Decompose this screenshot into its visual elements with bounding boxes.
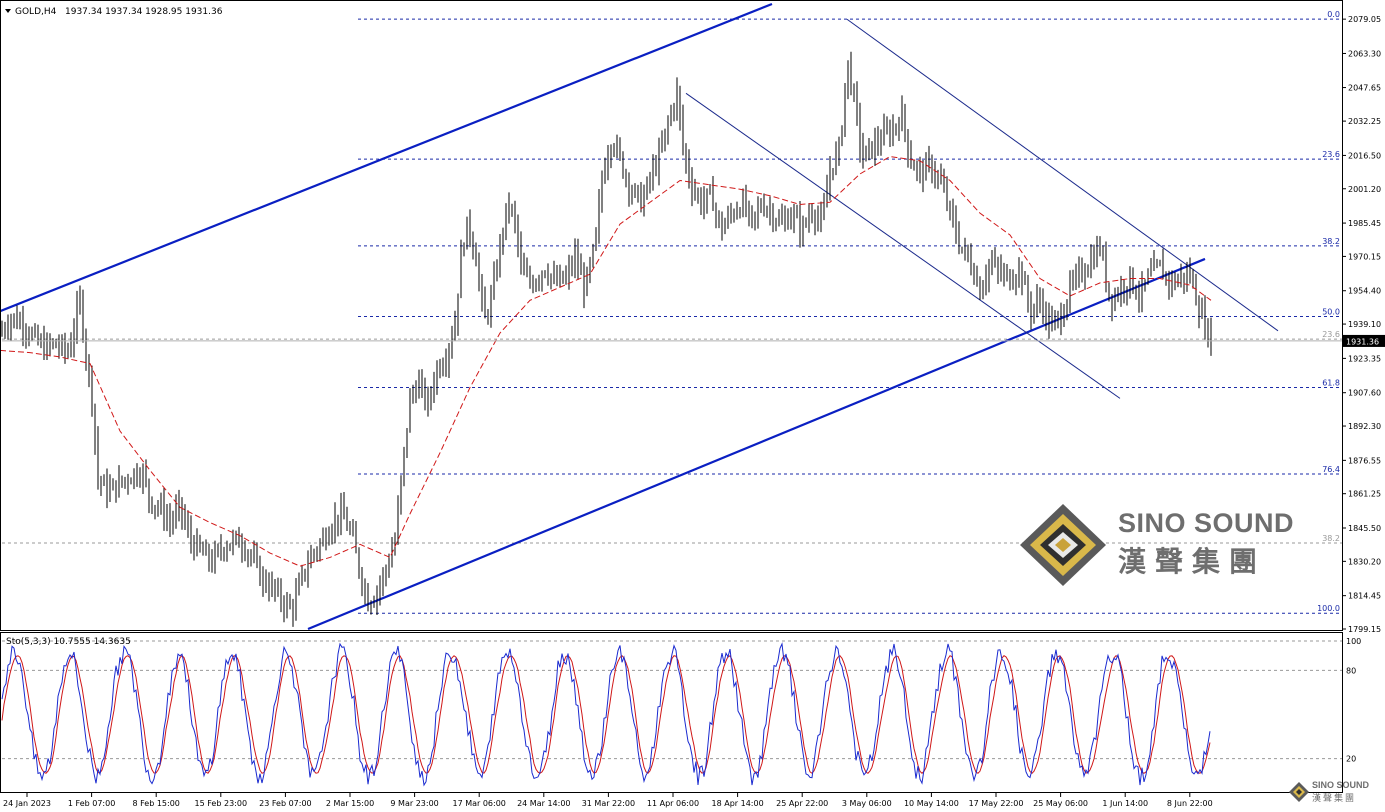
time-label: 25 May 06:00 [1033, 799, 1088, 808]
stoch-signal-line [1, 655, 1211, 774]
price-label: 1907.60 [1348, 389, 1381, 398]
price-label: 2079.05 [1348, 15, 1381, 24]
fib-level-label: 0.0 [1327, 10, 1340, 19]
ma-line [0, 155, 1212, 567]
price-label: 1892.30 [1348, 422, 1381, 431]
fib-level-label: 76.4 [1322, 465, 1340, 474]
current-price-value: 1931.36 [1346, 337, 1379, 346]
time-label: 17 May 22:00 [969, 799, 1024, 808]
fib-level-label: 23.6 [1322, 150, 1340, 159]
price-label: 1876.55 [1348, 456, 1381, 465]
fib-level-label: 100.0 [1317, 604, 1340, 613]
price-label: 1814.45 [1348, 592, 1381, 601]
price-label: 1830.20 [1348, 557, 1381, 566]
fib-secondary-label: 38.2 [1322, 534, 1340, 543]
symbol-label: GOLD,H4 [15, 7, 57, 17]
fibonacci-levels: 0.0 23.6 38.2 50.0 61.8 76.4 100.0 23.6 38.2 [2, 10, 1342, 614]
diamond-logo-icon [1020, 504, 1106, 586]
time-label: 1 Feb 07:00 [68, 799, 115, 808]
time-label: 24 Mar 14:00 [517, 799, 570, 808]
time-label: 18 Apr 14:00 [712, 799, 764, 808]
time-label: 1 Jun 14:00 [1102, 799, 1148, 808]
price-label: 1939.10 [1348, 320, 1381, 329]
price-label: 1923.35 [1348, 354, 1381, 363]
price-label: 1985.45 [1348, 219, 1381, 228]
time-label: 11 Apr 06:00 [647, 799, 699, 808]
moving-average [0, 155, 1212, 567]
price-candles [1, 51, 1212, 627]
time-label: 3 May 06:00 [842, 799, 892, 808]
stoch-level-label: 100 [1346, 637, 1361, 646]
watermark-name-zh: 漢聲集團 [1118, 545, 1267, 578]
channel-thin-line-1 [685, 92, 1121, 399]
collapse-triangle-icon[interactable] [5, 9, 11, 13]
price-label: 2032.25 [1348, 117, 1381, 126]
watermark-mini-name-en: SINO SOUND [1312, 780, 1370, 790]
current-price-tag [1343, 334, 1385, 347]
stochastic-oscillator: 100 80 20 [1, 637, 1361, 787]
ohlc-label: 1937.34 1937.34 1928.95 1931.36 [65, 7, 223, 17]
fib-level-label: 61.8 [1322, 378, 1340, 387]
header: GOLD,H4 1937.34 1937.34 1928.95 1931.36 … [5, 7, 223, 647]
price-label: 2047.65 [1348, 84, 1381, 93]
time-label: 31 Mar 22:00 [582, 799, 635, 808]
time-label: 15 Feb 23:00 [195, 799, 247, 808]
time-label: 17 Mar 06:00 [452, 799, 505, 808]
watermark-logo: SINO SOUND 漢聲集團 [1018, 502, 1308, 588]
channel-upper-line [0, 2, 773, 313]
fib-secondary-label: 23.6 [1322, 330, 1340, 339]
watermark-mini-logo: SINO SOUND 漢聲集團 [1286, 777, 1385, 807]
price-label: 2001.20 [1348, 185, 1381, 194]
price-label: 1861.25 [1348, 490, 1381, 499]
price-label: 2016.50 [1348, 151, 1381, 160]
time-label: 23 Feb 07:00 [259, 799, 311, 808]
time-label: 2 Mar 15:00 [326, 799, 374, 808]
price-label: 1799.15 [1348, 625, 1381, 634]
mini-diamond-icon [1289, 782, 1309, 802]
price-label: 1845.50 [1348, 524, 1381, 533]
channel-thin-line-2 [846, 18, 1279, 332]
fib-level-label: 50.0 [1322, 307, 1340, 316]
price-label: 1970.15 [1348, 252, 1381, 261]
stoch-level-label: 80 [1346, 666, 1356, 675]
fib-level-label: 38.2 [1322, 237, 1340, 246]
time-label: 24 Jan 2023 [3, 799, 51, 808]
stoch-label: Sto(5,3,3) 10.7555 14.3635 [6, 637, 131, 647]
time-label: 9 Mar 23:00 [390, 799, 438, 808]
time-label: 8 Feb 15:00 [132, 799, 179, 808]
watermark-mini-name-zh: 漢聲集團 [1312, 794, 1357, 804]
time-label: 25 Apr 22:00 [776, 799, 828, 808]
main-panel-border [0, 0, 1343, 631]
stoch-panel-border [0, 632, 1343, 793]
time-label: 10 May 14:00 [904, 799, 959, 808]
price-label: 1954.40 [1348, 287, 1381, 296]
watermark-name-en: SINO SOUND [1118, 508, 1295, 538]
price-label: 2063.30 [1348, 49, 1381, 58]
time-label: 8 Jun 22:00 [1167, 799, 1213, 808]
stoch-main-line [1, 642, 1211, 787]
stoch-level-label: 20 [1346, 755, 1356, 764]
